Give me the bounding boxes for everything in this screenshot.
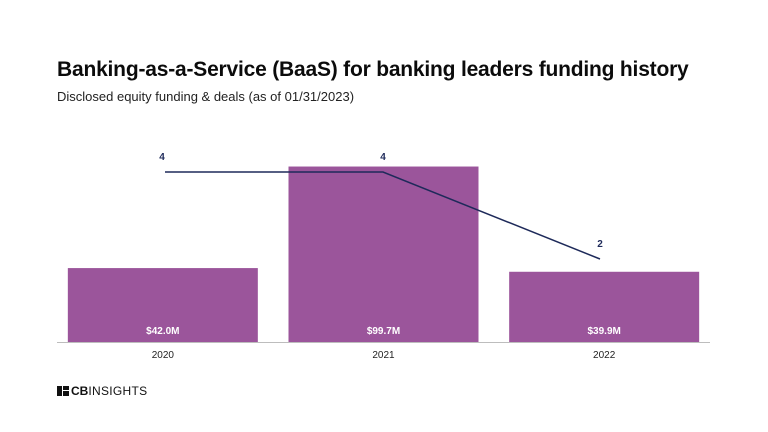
bar-2020	[67, 268, 258, 342]
deal-count-label: 2	[597, 239, 603, 250]
chart-title: Banking-as-a-Service (BaaS) for banking …	[57, 58, 689, 81]
chart-subtitle: Disclosed equity funding & deals (as of …	[57, 89, 355, 104]
cb-insights-logo-icon	[57, 386, 69, 396]
x-tick-label: 2022	[593, 350, 616, 361]
x-tick-label: 2021	[372, 350, 395, 361]
deals-line	[165, 171, 601, 260]
cb-insights-logo: CB INSIGHTS	[57, 384, 147, 398]
bar-value-label: $99.7M	[367, 326, 400, 337]
bar-value-label: $39.9M	[587, 326, 620, 337]
logo-text-bold: CB	[71, 384, 89, 398]
logo-text: INSIGHTS	[88, 384, 148, 398]
bar-2021	[288, 166, 479, 342]
deal-count-label: 4	[380, 152, 386, 163]
bar-value-label: $42.0M	[146, 326, 179, 337]
deal-count-label: 4	[159, 152, 165, 163]
bar-2022	[509, 271, 700, 342]
x-tick-label: 2020	[152, 350, 175, 361]
